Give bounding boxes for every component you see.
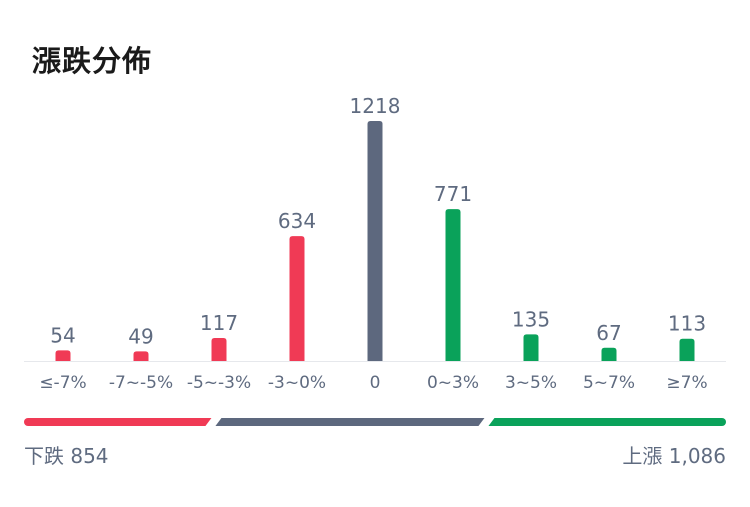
flat-proportion-bar	[215, 418, 485, 426]
bar-value-label: 634	[278, 209, 316, 233]
x-tick-label: ≤-7%	[39, 373, 86, 393]
bar	[55, 350, 71, 361]
up-proportion-bar	[488, 418, 726, 426]
x-tick-label: -7~-5%	[109, 373, 173, 393]
bar-value-label: 67	[596, 321, 621, 345]
bar-value-label: 771	[434, 182, 472, 206]
chart-title: 漲跌分佈	[32, 44, 153, 78]
x-tick-label: 3~5%	[505, 373, 557, 393]
bar	[523, 334, 539, 361]
bar	[211, 337, 227, 361]
down-proportion-bar	[24, 418, 212, 426]
x-tick-label: -5~-3%	[187, 373, 251, 393]
x-tick-label: 5~7%	[583, 373, 635, 393]
bar-value-label: 113	[668, 312, 706, 336]
bar-value-label: 1218	[350, 94, 401, 118]
bar-value-label: 54	[50, 323, 75, 347]
bar	[445, 209, 461, 361]
bar	[601, 347, 617, 361]
bar	[679, 338, 695, 361]
bar-value-label: 135	[512, 307, 550, 331]
up-count-label: 上漲 1,086	[622, 444, 726, 468]
bar	[289, 236, 305, 361]
bar-value-label: 49	[128, 324, 153, 348]
x-tick-label: 0	[370, 373, 381, 393]
x-tick-label: -3~0%	[268, 373, 326, 393]
bar	[133, 351, 149, 361]
down-count-label: 下跌 854	[24, 444, 109, 468]
x-tick-label: ≥7%	[666, 373, 707, 393]
x-tick-label: 0~3%	[427, 373, 479, 393]
bar	[367, 121, 383, 361]
bar-value-label: 117	[200, 311, 238, 335]
